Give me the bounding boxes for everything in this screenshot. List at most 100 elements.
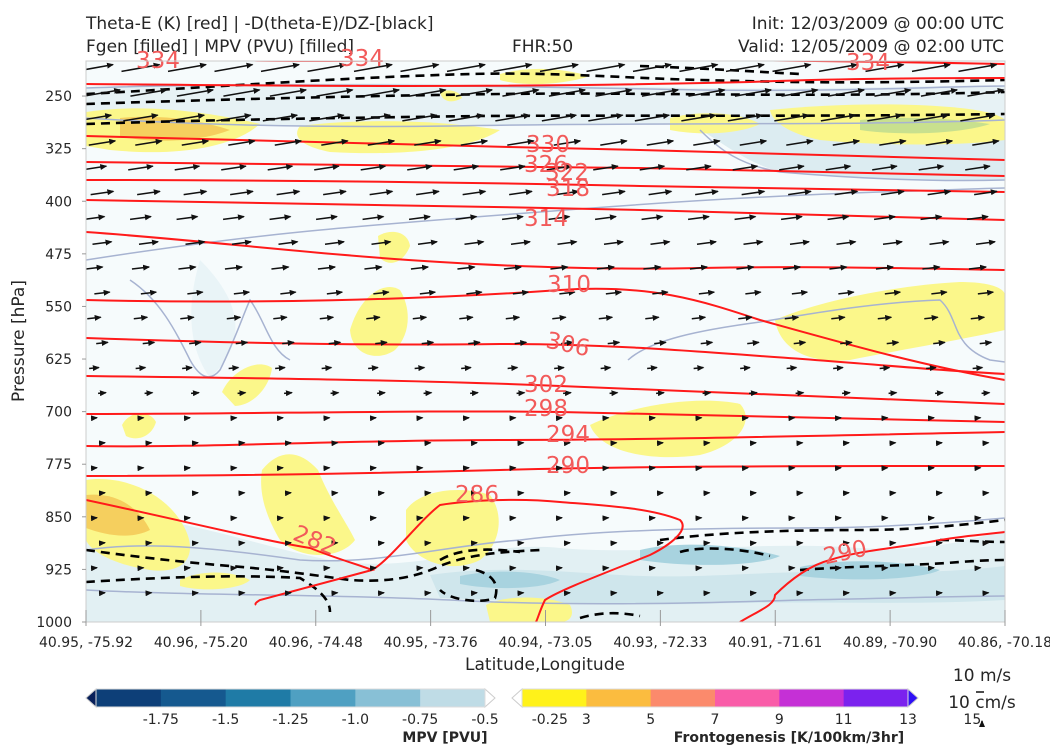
- y-tick-label: 1000: [36, 615, 72, 631]
- fgen-colorbar-high-extend: [907, 687, 919, 709]
- wind-vector: [925, 138, 954, 146]
- wind-vector: [820, 113, 857, 122]
- wind-vector: [262, 113, 299, 122]
- wind-vector: [407, 164, 433, 171]
- wind-vector: [780, 214, 803, 221]
- wind-vector: [645, 314, 660, 321]
- wind-vector: [493, 62, 533, 73]
- wind-vector: [793, 340, 807, 347]
- wind-vector: [926, 365, 937, 372]
- wind-vector: [176, 87, 215, 97]
- wind-vector: [230, 189, 254, 196]
- wind-vector: [137, 189, 161, 196]
- wind-vector: [267, 164, 294, 171]
- wind-vector: [328, 340, 342, 347]
- wind-vector: [786, 138, 814, 146]
- wind-vector: [827, 214, 850, 221]
- wind-vector: [86, 62, 114, 71]
- mpv-colorbar-swatch: [290, 689, 356, 707]
- wind-vector: [167, 62, 207, 73]
- wind-vector: [446, 62, 486, 73]
- wind-vector: [981, 390, 991, 397]
- wind-vector: [274, 138, 303, 146]
- x-tick-label: 40.96, -75.20: [154, 635, 248, 651]
- wind-vector: [505, 314, 521, 321]
- wind-vector: [412, 314, 428, 321]
- wind-vector: [882, 239, 903, 246]
- wind-vector: [541, 113, 578, 122]
- wind-vector: [643, 264, 662, 271]
- wind-vector: [414, 365, 426, 372]
- mpv-colorbar-tick-label: -0.5: [471, 712, 498, 728]
- wind-vector: [874, 87, 912, 97]
- wind-vector: [602, 189, 626, 196]
- wind-vector: [181, 138, 210, 146]
- wind-vector: [555, 189, 580, 196]
- wind-vector: [130, 87, 168, 97]
- wind-vector: [408, 214, 431, 221]
- wind-vector: [509, 189, 533, 196]
- wind-vector: [840, 340, 853, 347]
- wind-vector: [595, 87, 633, 97]
- wind-vector: [877, 314, 893, 321]
- wind-vector: [652, 289, 669, 296]
- theta-e-label: 334: [846, 50, 890, 76]
- wind-vector: [825, 164, 852, 171]
- fgen-colorbar-frame: [521, 688, 909, 708]
- mpv-colorbar: -1.75 -1.5 -1.25 -1.0 -0.75 -0.5 -0.25: [85, 687, 568, 728]
- wind-vector: [180, 314, 195, 321]
- wind-vector: [872, 164, 898, 171]
- wind-vector: [90, 189, 115, 196]
- wind-vector: [455, 214, 478, 221]
- wind-vector: [275, 365, 286, 372]
- x-tick-label: 40.94, -73.05: [498, 635, 592, 651]
- wind-vector: [689, 264, 709, 271]
- wind-vector: [228, 365, 240, 372]
- wind-vector: [353, 62, 393, 73]
- wind-vector: [646, 138, 675, 146]
- wind-vector: [271, 264, 290, 271]
- wind-vector: [228, 138, 256, 146]
- wind-vector: [924, 314, 939, 321]
- wind-vector: [968, 264, 988, 271]
- wind-vector: [495, 113, 531, 122]
- wind-vector: [594, 214, 617, 221]
- wind-vector: [231, 239, 252, 246]
- wind-vector: [588, 113, 624, 122]
- wind-vector: [966, 214, 989, 221]
- wind-vector: [641, 214, 664, 221]
- wind-vector: [842, 390, 851, 397]
- wind-vector: [779, 164, 805, 171]
- wind-vector: [788, 189, 812, 196]
- x-axis-label: Latitude,Longitude: [465, 655, 625, 675]
- x-tick-label: 40.86, -70.18: [958, 635, 1050, 651]
- wind-vector: [400, 62, 440, 73]
- mpv-colorbar-swatch: [355, 689, 421, 707]
- wind-ref-vertical: 10 cm/s: [948, 693, 1016, 713]
- wind-vector: [464, 239, 485, 246]
- wind-vector: [410, 264, 430, 271]
- x-tick-label: 40.95, -75.92: [39, 635, 133, 651]
- wind-vector: [732, 164, 759, 171]
- wind-vector: [738, 314, 753, 321]
- wind-vector: [319, 314, 335, 321]
- wind-vector: [185, 239, 206, 246]
- theta-e-label: 286: [455, 482, 499, 508]
- wind-vector: [550, 264, 569, 271]
- wind-vector: [686, 164, 712, 171]
- wind-vector: [330, 390, 340, 397]
- wind-vector: [656, 390, 665, 397]
- y-tick-label: 400: [45, 194, 72, 210]
- theta-e-label: 330: [526, 132, 570, 158]
- wind-ref-horizontal: 10 m/s: [953, 666, 1011, 686]
- wind-vector: [323, 189, 347, 196]
- wind-vector: [174, 164, 201, 171]
- wind-vector: [834, 189, 859, 196]
- wind-vector: [514, 340, 528, 347]
- wind-vector: [502, 87, 540, 97]
- wind-vector: [743, 239, 764, 246]
- theta-e-label: 326: [524, 152, 568, 178]
- frontogenesis-colorbar: 3 5 7 9 11 13 15: [511, 687, 981, 728]
- wind-vector: [553, 138, 582, 146]
